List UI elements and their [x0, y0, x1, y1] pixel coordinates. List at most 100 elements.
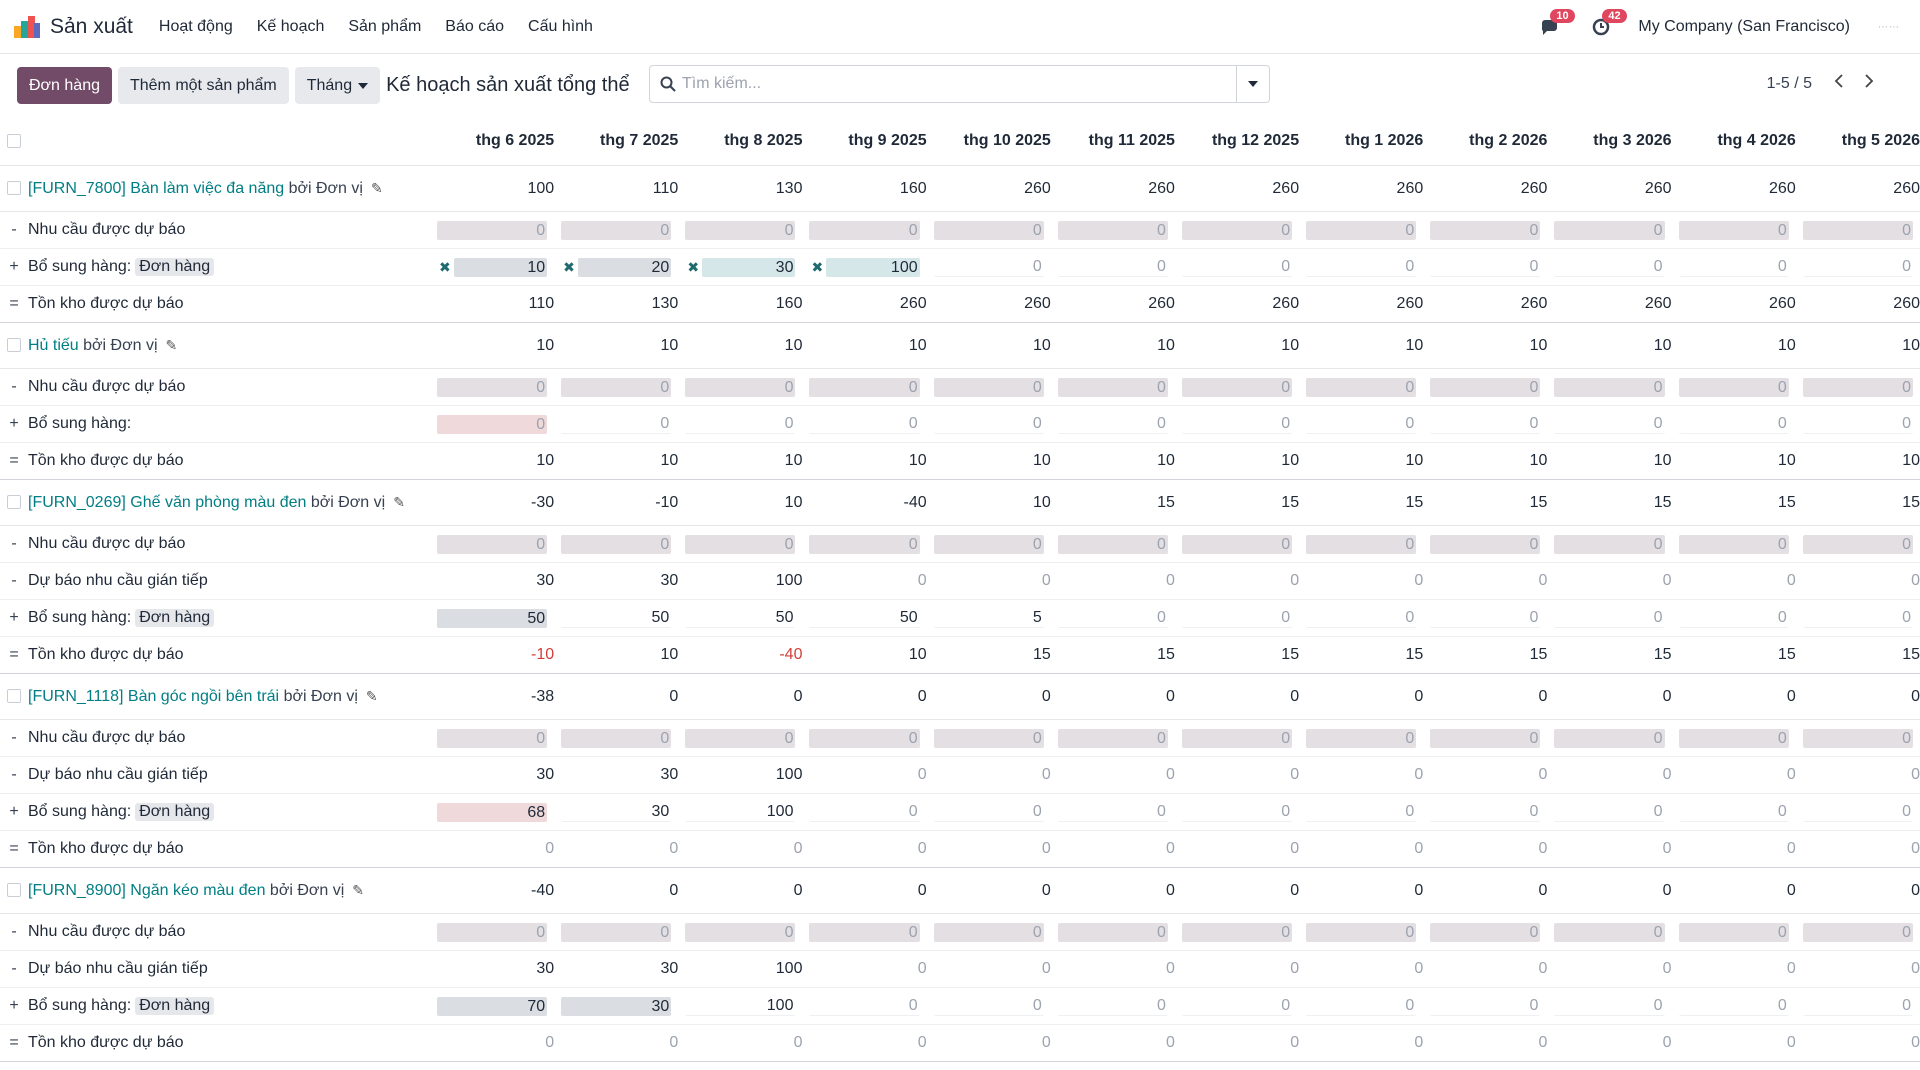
forecast-input[interactable]: 0 — [1306, 728, 1417, 748]
forecast-input[interactable]: 0 — [933, 414, 1044, 434]
forecast-input[interactable]: 0 — [1678, 996, 1789, 1016]
forecast-input[interactable]: 0 — [933, 996, 1044, 1016]
forecast-input[interactable]: 0 — [1802, 728, 1913, 748]
forecast-input[interactable]: 0 — [1430, 377, 1541, 397]
menu-operations[interactable]: Hoạt động — [158, 17, 233, 35]
forecast-input[interactable]: 0 — [809, 922, 920, 942]
forecast-input[interactable]: 0 — [809, 728, 920, 748]
forecast-input[interactable]: 0 — [1057, 996, 1168, 1016]
forecast-input[interactable]: 0 — [1181, 220, 1293, 240]
forecast-input[interactable]: 0 — [1554, 377, 1665, 397]
forecast-input[interactable]: 0 — [1430, 728, 1541, 748]
forecast-input[interactable]: 0 — [1181, 257, 1293, 277]
forecast-input[interactable]: ✖ 100 — [811, 257, 920, 277]
user-avatar[interactable]: ⋯⋯ — [1878, 21, 1900, 33]
forecast-input[interactable]: ✖ 30 — [687, 257, 796, 277]
reset-x-icon[interactable]: ✖ — [439, 258, 451, 275]
forecast-input[interactable]: 0 — [1057, 414, 1168, 434]
forecast-input[interactable]: 0 — [1181, 377, 1293, 397]
forecast-input[interactable]: 0 — [809, 220, 920, 240]
pager-next-button[interactable] — [1854, 74, 1884, 93]
forecast-input[interactable]: 0 — [809, 414, 920, 434]
search-input[interactable] — [676, 74, 1236, 94]
forecast-input[interactable]: 0 — [1057, 802, 1168, 822]
forecast-input[interactable]: 0 — [1306, 802, 1417, 822]
app-logo[interactable]: Sản xuất — [14, 15, 147, 39]
forecast-input[interactable]: 50 — [809, 608, 920, 628]
forecast-input[interactable]: 0 — [809, 534, 920, 554]
forecast-input[interactable]: 0 — [1306, 414, 1417, 434]
forecast-input[interactable]: 0 — [437, 534, 548, 554]
select-all-checkbox[interactable] — [7, 133, 21, 148]
edit-pencil-icon[interactable]: ✎ — [370, 179, 383, 196]
forecast-input[interactable]: 0 — [1430, 414, 1541, 434]
forecast-input[interactable]: 0 — [1802, 802, 1913, 822]
forecast-input[interactable]: 30 — [561, 802, 672, 822]
forecast-input[interactable]: 0 — [1678, 414, 1789, 434]
app-name[interactable]: Sản xuất — [50, 14, 133, 38]
forecast-input[interactable]: 0 — [685, 922, 796, 942]
menu-reporting[interactable]: Báo cáo — [445, 17, 505, 35]
forecast-input[interactable]: 0 — [933, 220, 1044, 240]
forecast-input[interactable]: 0 — [1678, 257, 1789, 277]
product-checkbox[interactable] — [7, 689, 21, 704]
forecast-input[interactable]: 0 — [561, 728, 672, 748]
activities-button[interactable]: 42 — [1586, 8, 1627, 42]
menu-planning[interactable]: Kế hoạch — [256, 17, 325, 35]
forecast-input[interactable]: 0 — [1802, 414, 1913, 434]
forecast-input[interactable]: 0 — [437, 922, 548, 942]
forecast-input[interactable]: 0 — [1306, 257, 1417, 277]
forecast-input[interactable]: 0 — [1678, 608, 1789, 628]
forecast-input[interactable]: 0 — [1802, 996, 1913, 1016]
forecast-input[interactable]: 30 — [561, 996, 672, 1016]
forecast-input[interactable]: 0 — [685, 534, 796, 554]
forecast-input[interactable]: 0 — [1430, 802, 1541, 822]
forecast-input[interactable]: 0 — [1181, 608, 1293, 628]
forecast-input[interactable]: 0 — [685, 220, 796, 240]
forecast-input[interactable]: 0 — [1057, 922, 1168, 942]
forecast-input[interactable]: 0 — [1802, 220, 1913, 240]
forecast-input[interactable]: 0 — [561, 414, 672, 434]
forecast-input[interactable]: 0 — [1554, 608, 1665, 628]
edit-pencil-icon[interactable]: ✎ — [393, 493, 405, 510]
forecast-input[interactable]: 0 — [1678, 220, 1789, 240]
forecast-input[interactable]: 0 — [933, 534, 1044, 554]
forecast-input[interactable]: 50 — [437, 608, 548, 628]
forecast-input[interactable]: 0 — [1678, 377, 1789, 397]
menu-products[interactable]: Sản phẩm — [348, 17, 422, 35]
forecast-input[interactable]: 0 — [1678, 802, 1789, 822]
forecast-input[interactable]: 0 — [561, 377, 672, 397]
forecast-input[interactable]: 0 — [1181, 802, 1293, 822]
forecast-input[interactable]: 0 — [1306, 922, 1417, 942]
search-options-toggle[interactable] — [1236, 66, 1269, 102]
product-name-link[interactable]: [FURN_0269] Ghế văn phòng màu đen — [28, 493, 307, 511]
forecast-input[interactable]: 50 — [685, 608, 796, 628]
forecast-input[interactable]: 0 — [1554, 802, 1665, 822]
forecast-input[interactable]: 0 — [437, 377, 548, 397]
forecast-input[interactable]: 0 — [1181, 728, 1293, 748]
forecast-input[interactable]: 0 — [1306, 534, 1417, 554]
forecast-input[interactable]: 0 — [933, 257, 1044, 277]
forecast-input[interactable]: 0 — [1430, 608, 1541, 628]
forecast-input[interactable]: 0 — [561, 534, 672, 554]
forecast-input[interactable]: 0 — [1057, 377, 1168, 397]
forecast-input[interactable]: 100 — [685, 996, 796, 1016]
forecast-input[interactable]: 0 — [809, 802, 920, 822]
forecast-input[interactable]: 0 — [1678, 922, 1789, 942]
reset-x-icon[interactable]: ✖ — [811, 258, 824, 275]
forecast-input[interactable]: 0 — [1057, 534, 1168, 554]
forecast-input[interactable]: 0 — [561, 220, 672, 240]
forecast-input[interactable]: ✖ 20 — [563, 257, 672, 277]
pager-previous-button[interactable] — [1824, 74, 1854, 93]
forecast-input[interactable]: 0 — [1430, 534, 1541, 554]
forecast-input[interactable]: 0 — [1430, 220, 1541, 240]
product-name-link[interactable]: [FURN_1118] Bàn góc ngồi bên trái — [28, 687, 280, 705]
company-switcher[interactable]: My Company (San Francisco) — [1638, 17, 1850, 35]
forecast-input[interactable]: 0 — [1554, 257, 1665, 277]
reset-x-icon[interactable]: ✖ — [687, 258, 700, 275]
forecast-input[interactable]: 0 — [1430, 996, 1541, 1016]
reset-x-icon[interactable]: ✖ — [563, 258, 575, 275]
messages-button[interactable]: 10 — [1534, 8, 1575, 42]
edit-pencil-icon[interactable]: ✎ — [365, 687, 378, 704]
forecast-input[interactable]: 0 — [1678, 534, 1789, 554]
